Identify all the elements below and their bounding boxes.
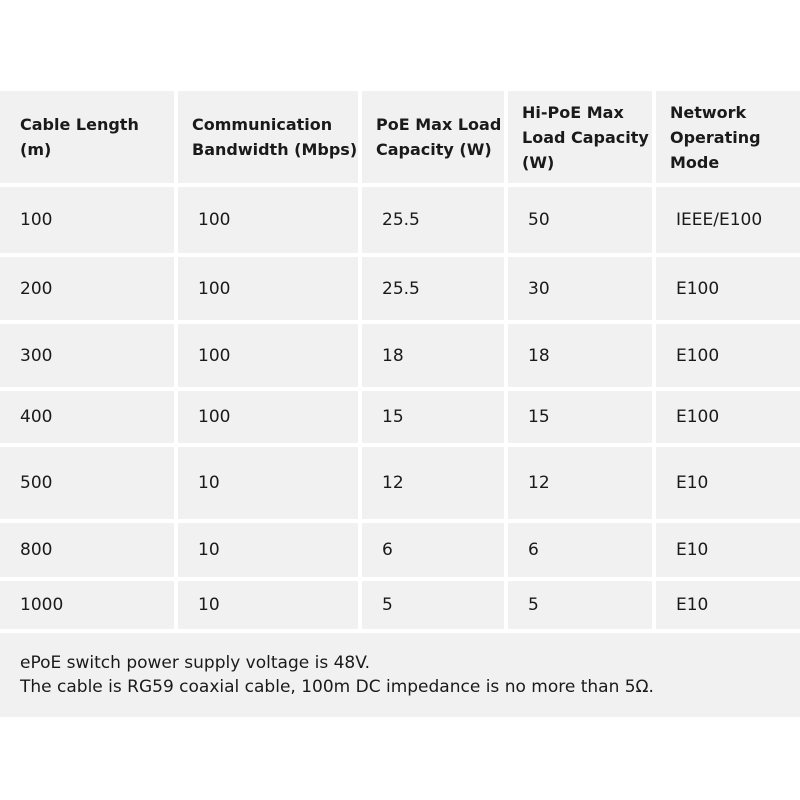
cell-network-mode: E100 [654, 389, 800, 447]
table-row: 1000 10 5 5 E10 [0, 579, 800, 633]
cell-cable-length: 1000 [0, 579, 178, 633]
header-poe-max-load: PoE Max Load Capacity (W) [360, 91, 508, 187]
table-row: 300 100 18 18 E100 [0, 322, 800, 391]
note-voltage: ePoE switch power supply voltage is 48V. [20, 653, 371, 673]
header-hipoe-max-load: Hi-PoE Max Load Capacity (W) [506, 91, 656, 187]
cell-cable-length: 400 [0, 389, 178, 447]
header-bandwidth: Communication Bandwidth (Mbps) [176, 91, 362, 187]
cell-bandwidth: 10 [176, 445, 362, 523]
header-row: Cable Length (m) Communication Bandwidth… [0, 91, 800, 187]
cell-hipoe-max-load: 6 [506, 521, 656, 581]
header-cable-length: Cable Length (m) [0, 91, 178, 187]
cell-bandwidth: 100 [176, 255, 362, 324]
cell-hipoe-max-load: 30 [506, 255, 656, 324]
cell-network-mode: IEEE/E100 [654, 185, 800, 257]
table-row: 500 10 12 12 E10 [0, 445, 800, 523]
cell-poe-max-load: 18 [360, 322, 508, 391]
cell-bandwidth: 10 [176, 521, 362, 581]
cell-hipoe-max-load: 12 [506, 445, 656, 523]
cell-cable-length: 200 [0, 255, 178, 324]
spec-sheet: Cable Length (m) Communication Bandwidth… [0, 91, 800, 717]
notes-box: ePoE switch power supply voltage is 48V.… [0, 633, 800, 717]
cell-bandwidth: 100 [176, 185, 362, 257]
cell-network-mode: E10 [654, 521, 800, 581]
cell-poe-max-load: 25.5 [360, 255, 508, 324]
cell-poe-max-load: 25.5 [360, 185, 508, 257]
cell-cable-length: 500 [0, 445, 178, 523]
cell-hipoe-max-load: 18 [506, 322, 656, 391]
cell-cable-length: 800 [0, 521, 178, 581]
cell-poe-max-load: 15 [360, 389, 508, 447]
cell-hipoe-max-load: 15 [506, 389, 656, 447]
cell-network-mode: E10 [654, 445, 800, 523]
cell-network-mode: E100 [654, 255, 800, 324]
cell-poe-max-load: 5 [360, 579, 508, 633]
cell-network-mode: E100 [654, 322, 800, 391]
table-row: 800 10 6 6 E10 [0, 521, 800, 581]
cell-network-mode: E10 [654, 579, 800, 633]
cell-cable-length: 300 [0, 322, 178, 391]
header-network-mode: Network Operating Mode [654, 91, 800, 187]
cell-bandwidth: 10 [176, 579, 362, 633]
cell-poe-max-load: 6 [360, 521, 508, 581]
cell-poe-max-load: 12 [360, 445, 508, 523]
cell-hipoe-max-load: 50 [506, 185, 656, 257]
cell-bandwidth: 100 [176, 322, 362, 391]
cell-hipoe-max-load: 5 [506, 579, 656, 633]
cell-bandwidth: 100 [176, 389, 362, 447]
note-cable-type: The cable is RG59 coaxial cable, 100m DC… [20, 677, 654, 697]
table-row: 400 100 15 15 E100 [0, 389, 800, 447]
cell-cable-length: 100 [0, 185, 178, 257]
table-row: 100 100 25.5 50 IEEE/E100 [0, 185, 800, 257]
table-row: 200 100 25.5 30 E100 [0, 255, 800, 324]
cable-spec-table: Cable Length (m) Communication Bandwidth… [0, 91, 800, 633]
